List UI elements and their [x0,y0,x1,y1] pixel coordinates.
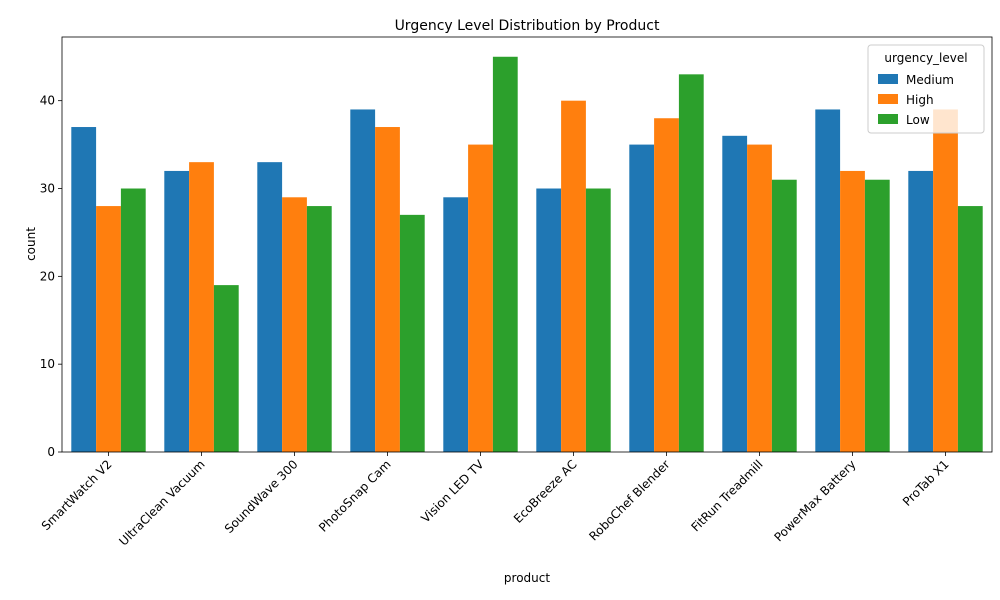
legend: urgency_level Medium High Low [867,44,985,134]
bar-medium-1 [164,170,190,452]
bar-low-4 [492,56,518,452]
bar-low-9 [957,206,983,452]
legend-swatch-low [878,114,898,124]
bar-medium-7 [722,135,748,452]
legend-swatch-high [878,94,898,104]
x-tick-label-2: SoundWave 300 [222,457,301,536]
bar-medium-4 [443,197,469,452]
bar-high-2 [282,197,307,452]
x-axis-label: product [504,571,550,585]
bar-medium-8 [815,109,841,453]
legend-title: urgency_level [884,51,967,65]
bar-medium-0 [71,127,97,452]
bar-high-6 [654,118,679,453]
y-tick-label-1: 10 [40,357,55,371]
bars-layer [71,56,983,453]
legend-swatch-medium [878,74,898,84]
bar-low-3 [399,214,425,452]
y-tick-label-0: 0 [47,445,55,459]
x-tick-label-1: UltraClean Vacuum [116,457,207,548]
bar-medium-6 [629,144,655,452]
bar-low-7 [771,179,797,452]
bar-high-3 [375,127,400,452]
bar-low-2 [306,206,332,452]
bar-low-5 [585,188,611,452]
legend-box [867,44,985,134]
bar-low-1 [213,285,239,452]
y-tick-label-2: 20 [40,269,55,283]
bar-low-0 [120,188,146,452]
bar-medium-9 [908,170,934,452]
x-tick-label-3: PhotoSnap Cam [316,457,394,535]
plot-frame [61,36,993,453]
bar-high-1 [189,162,214,452]
x-tick-label-9: ProTab X1 [900,457,952,509]
bar-high-0 [96,206,121,452]
chart-title: Urgency Level Distribution by Product [395,18,660,34]
bar-low-8 [864,179,890,452]
bar-medium-2 [257,162,283,452]
x-tick-label-6: RoboChef Blender [586,457,672,543]
bar-high-4 [468,144,493,452]
bar-high-8 [840,170,865,452]
x-tick-label-0: SmartWatch V2 [39,457,115,533]
bar-high-7 [747,144,772,452]
y-tick-label-4: 40 [40,94,55,108]
y-axis-label: count [24,227,38,261]
legend-label-high: High [906,93,934,107]
legend-label-low: Low [906,113,930,127]
x-tick-label-5: EcoBreeze AC [511,457,580,526]
x-tick-label-4: Vision LED TV [418,457,487,526]
bar-medium-5 [536,188,562,452]
bar-high-9 [933,109,958,453]
legend-label-medium: Medium [906,73,954,87]
bar-high-5 [561,100,586,453]
x-tick-label-8: PowerMax Battery [771,457,858,544]
bar-low-6 [678,74,704,452]
x-tick-label-7: FitRun Treadmill [688,457,765,534]
y-tick-label-3: 30 [40,182,55,196]
bar-medium-3 [350,109,376,453]
